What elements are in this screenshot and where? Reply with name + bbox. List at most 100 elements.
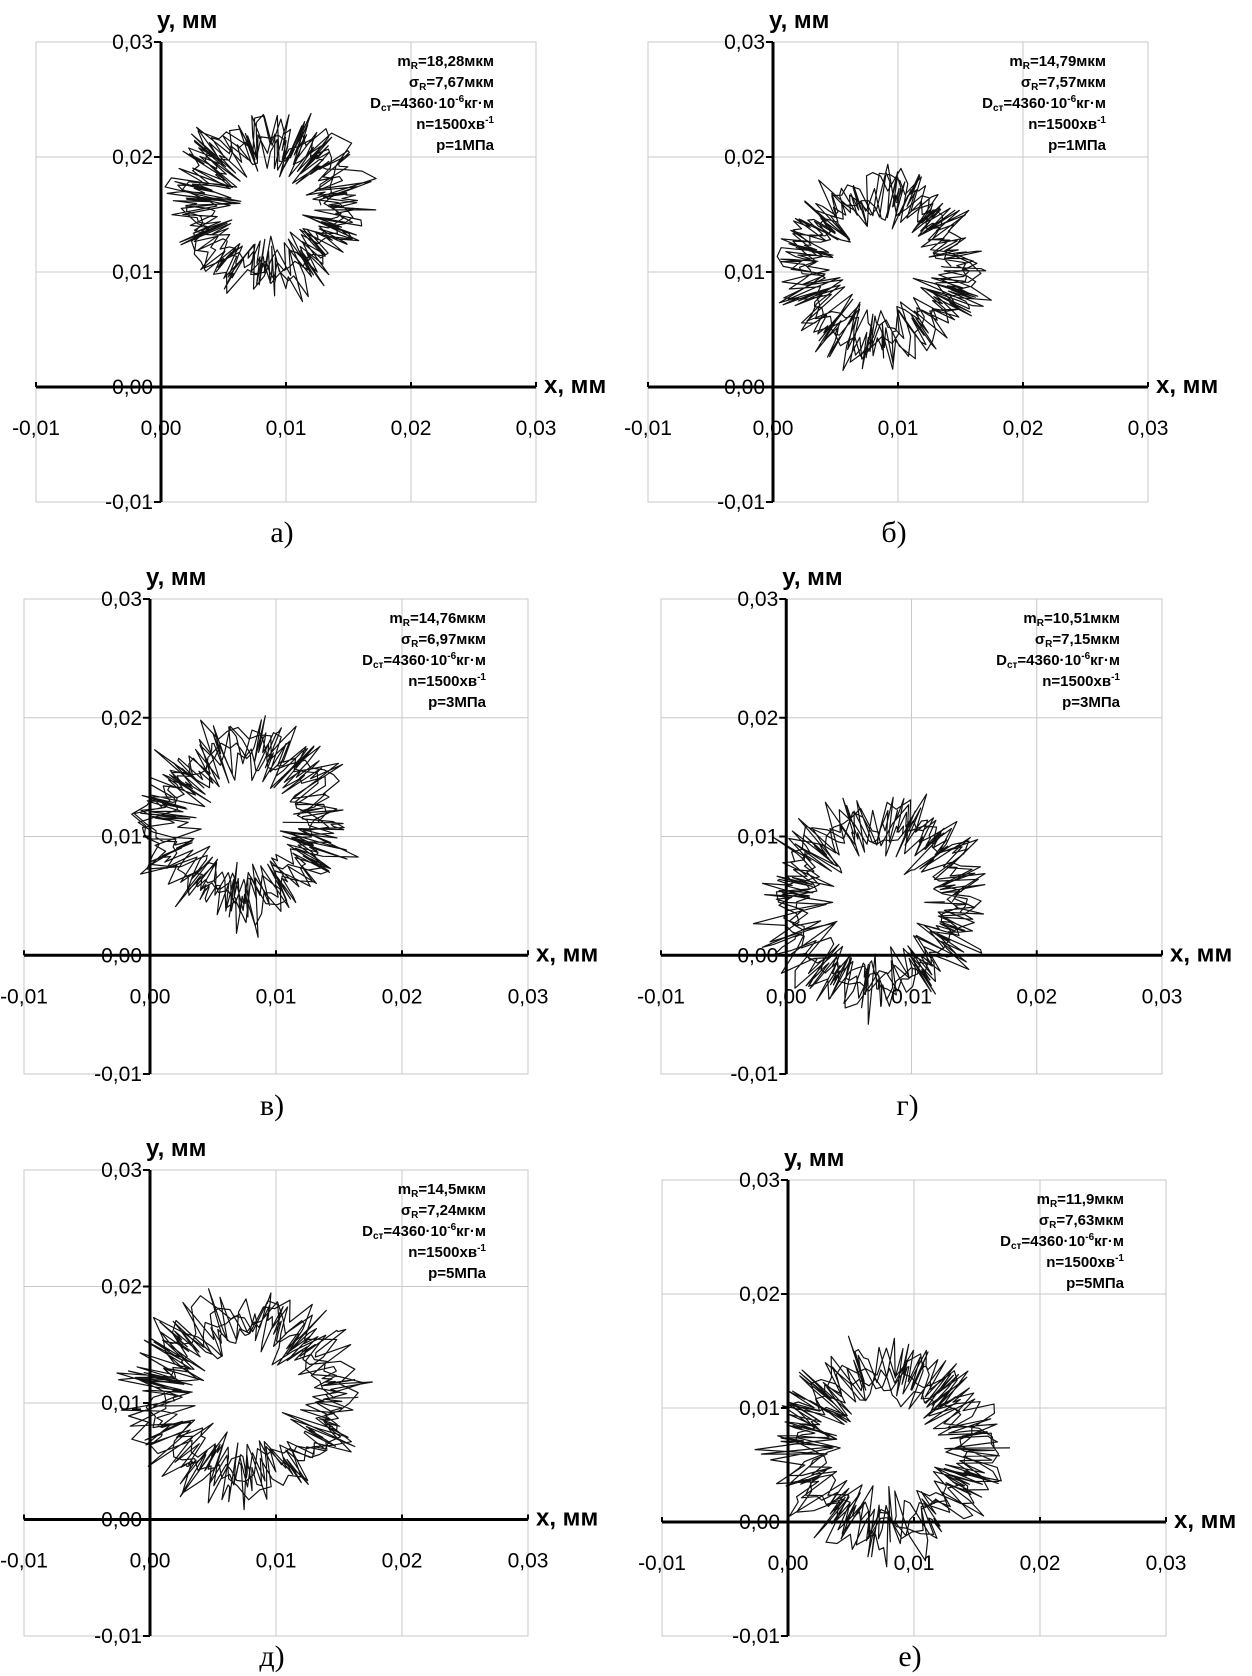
x-tick-label: 0,00 — [768, 1552, 809, 1575]
x-tick-label: 0,01 — [256, 985, 297, 1008]
orbit-chart-1: -0,01 0,00 0,01 0,02 0,03 -0,01 0,00 0,01 0,02 0,… — [12, 7, 606, 549]
y-tick-label: -0,01 — [732, 1625, 780, 1648]
parameter-annotation-line: mR=11,9мкм — [1037, 1191, 1124, 1210]
y-tick-label: 0,00 — [739, 1511, 780, 1534]
y-tick-label: 0,02 — [724, 146, 765, 169]
y-tick-label: 0,03 — [112, 31, 153, 54]
x-axis-label: x, мм — [1156, 372, 1218, 399]
x-axis-label: x, мм — [1174, 1507, 1236, 1534]
x-tick-label: -0,01 — [0, 1550, 48, 1573]
y-tick-label: 0,01 — [101, 826, 142, 849]
x-axis-label: x, мм — [536, 1505, 598, 1532]
orbit-trajectory-line — [752, 793, 986, 1025]
y-axis-label: y, мм — [784, 1145, 844, 1172]
y-axis-label: y, мм — [146, 564, 206, 591]
x-tick-label: 0,02 — [382, 985, 423, 1008]
orbit-trajectory-line — [116, 1288, 373, 1511]
orbit-trajectory-line — [164, 112, 377, 303]
y-tick-label: 0,02 — [101, 707, 142, 730]
x-tick-label: 0,03 — [516, 417, 557, 440]
panel-caption: б) — [881, 516, 906, 549]
x-axis-label: x, мм — [544, 372, 606, 399]
x-tick-label: 0,03 — [508, 985, 549, 1008]
parameter-annotation-line: Dст=4360·10-6кг·м — [362, 1222, 486, 1242]
orbit-trajectory-line — [754, 1335, 1011, 1568]
y-axis-label: y, мм — [782, 564, 842, 591]
x-tick-label: 0,01 — [891, 985, 932, 1008]
orbit-chart-2: -0,01 0,00 0,01 0,02 0,03 -0,01 0,00 0,01 0,02 0,… — [624, 7, 1218, 549]
y-tick-label: -0,01 — [94, 1063, 142, 1086]
y-tick-label: 0,02 — [112, 146, 153, 169]
y-tick-label: 0,03 — [737, 588, 778, 611]
panel-caption: а) — [270, 516, 293, 549]
y-tick-label: -0,01 — [105, 491, 153, 514]
y-tick-label: 0,02 — [101, 1276, 142, 1299]
parameter-annotation-line: Dст=4360·10-6кг·м — [362, 651, 486, 671]
y-tick-label: 0,01 — [739, 1397, 780, 1420]
x-tick-label: 0,02 — [391, 417, 432, 440]
y-tick-label: 0,01 — [724, 261, 765, 284]
y-tick-label: 0,00 — [101, 944, 142, 967]
y-tick-label: 0,00 — [112, 376, 153, 399]
y-tick-label: 0,01 — [112, 261, 153, 284]
parameter-annotation-line: σR=6,97мкм — [401, 631, 486, 650]
parameter-annotation-line: σR=7,57мкм — [1021, 74, 1106, 93]
x-tick-label: 0,01 — [878, 417, 919, 440]
x-axis-label: x, мм — [1170, 940, 1232, 967]
parameter-annotation-line: Dст=4360·10-6кг·м — [1000, 1232, 1124, 1252]
x-tick-label: -0,01 — [637, 985, 685, 1008]
parameter-annotation-line: n=1500хв-1 — [416, 115, 494, 133]
parameter-annotation-line: n=1500хв-1 — [1046, 1253, 1124, 1271]
x-tick-label: 0,03 — [1146, 1552, 1187, 1575]
y-tick-label: 0,02 — [737, 707, 778, 730]
x-tick-label: 0,01 — [256, 1550, 297, 1573]
parameter-annotation-line: mR=14,76мкм — [389, 610, 486, 629]
parameter-annotation-line: σR=7,24мкм — [401, 1202, 486, 1221]
x-tick-label: 0,03 — [1142, 985, 1183, 1008]
y-tick-label: 0,03 — [739, 1169, 780, 1192]
y-tick-label: -0,01 — [717, 491, 765, 514]
parameter-annotation-line: Dст=4360·10-6кг·м — [370, 94, 494, 114]
x-tick-label: 0,00 — [753, 417, 794, 440]
parameter-annotation-line: σR=7,67мкм — [409, 74, 494, 93]
parameter-annotation-line: σR=7,63мкм — [1039, 1212, 1124, 1231]
parameter-annotation-line: p=5МПа — [428, 1265, 487, 1282]
panel-caption: г) — [896, 1089, 918, 1122]
x-tick-label: -0,01 — [638, 1552, 686, 1575]
x-tick-label: -0,01 — [12, 417, 60, 440]
y-tick-label: 0,00 — [724, 376, 765, 399]
parameter-annotation-line: n=1500хв-1 — [408, 1243, 486, 1261]
panel-caption: в) — [260, 1089, 284, 1122]
parameter-annotation-line: σR=7,15мкм — [1035, 631, 1120, 650]
x-tick-label: 0,01 — [894, 1552, 935, 1575]
parameter-annotation-line: p=3МПа — [428, 694, 487, 711]
y-tick-label: -0,01 — [730, 1063, 778, 1086]
parameter-annotation-line: mR=18,28мкм — [397, 53, 494, 72]
orbit-chart-5: -0,01 0,00 0,01 0,02 0,03 -0,01 0,00 0,01 0,02 0,… — [0, 1135, 598, 1673]
parameter-annotation-line: mR=14,5мкм — [398, 1181, 486, 1200]
orbit-chart-3: -0,01 0,00 0,01 0,02 0,03 -0,01 0,00 0,01 0,02 0,… — [0, 564, 598, 1122]
parameter-annotation-line: p=1МПа — [1048, 137, 1107, 154]
y-tick-label: 0,03 — [724, 31, 765, 54]
x-tick-label: 0,00 — [130, 1550, 171, 1573]
y-tick-label: 0,03 — [101, 1159, 142, 1182]
y-axis-label: y, мм — [157, 7, 217, 34]
x-tick-label: -0,01 — [0, 985, 48, 1008]
y-tick-label: -0,01 — [94, 1625, 142, 1648]
parameter-annotation-line: mR=14,79мкм — [1009, 53, 1106, 72]
y-tick-label: 0,02 — [739, 1283, 780, 1306]
x-tick-label: 0,02 — [1003, 417, 1044, 440]
y-tick-label: 0,00 — [101, 1509, 142, 1532]
panel-caption: е) — [898, 1640, 921, 1673]
x-tick-label: 0,02 — [1020, 1552, 1061, 1575]
x-tick-label: 0,03 — [508, 1550, 549, 1573]
x-tick-label: 0,03 — [1128, 417, 1169, 440]
parameter-annotation-line: p=5МПа — [1066, 1275, 1125, 1292]
orbit-trajectory-line — [776, 163, 992, 371]
y-tick-label: 0,00 — [737, 944, 778, 967]
x-tick-label: 0,01 — [266, 417, 307, 440]
parameter-annotation-line: n=1500хв-1 — [408, 672, 486, 690]
panel-caption: д) — [259, 1640, 284, 1673]
parameter-annotation-line: n=1500хв-1 — [1042, 672, 1120, 690]
